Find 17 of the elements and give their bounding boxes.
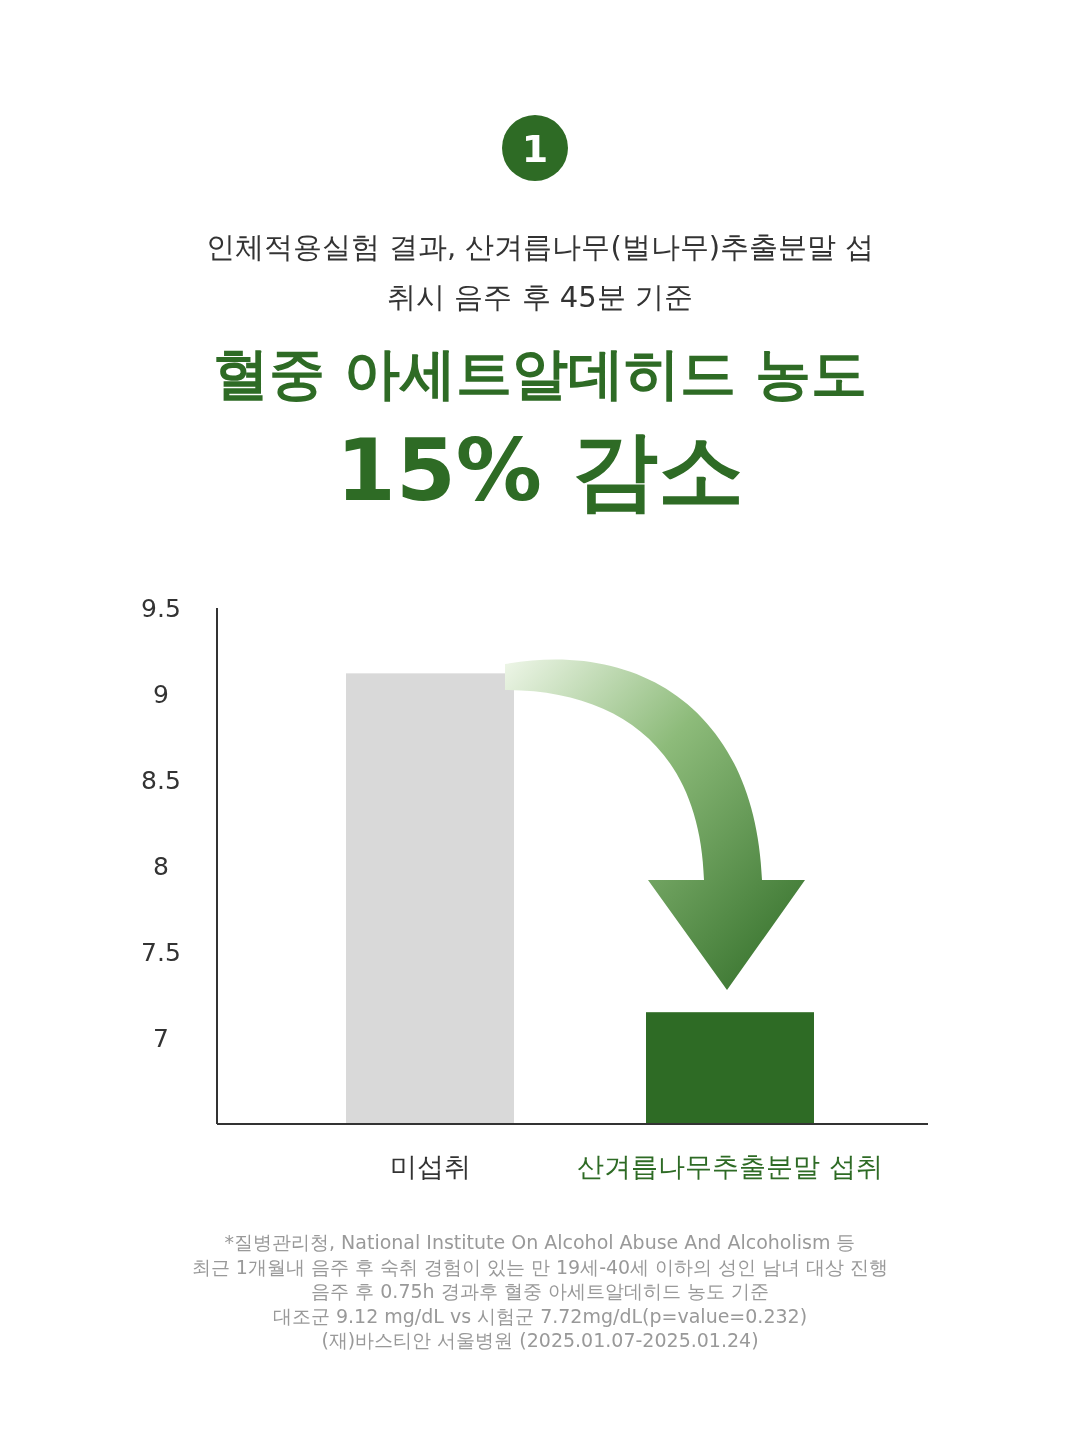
- text: 1: [521, 127, 549, 171]
- y-tick-label: 9.5: [141, 594, 181, 623]
- x-tick-label: 산겨릅나무추출분말 섭취: [577, 1151, 883, 1182]
- text: *질병관리청, National Institute On Alcohol Abuse And Alcoholism 등: [224, 1231, 856, 1253]
- y-tick-label: 9: [153, 680, 169, 709]
- text: 음주 후 0.75h 경과후 혈중 아세트알데히드 농도 기준: [311, 1280, 769, 1302]
- text: (재)바스티안 서울병원 (2025.01.07-2025.01.24): [321, 1329, 759, 1351]
- x-tick-label: 미섭취: [389, 1151, 471, 1182]
- y-tick-label: 8: [153, 852, 169, 881]
- chart-subtitle: 인체적용실험 결과, 산겨릅나무(벌나무)추출분말 섭취시 음주 후 45분 기준: [204, 229, 876, 316]
- text: 최근 1개월내 음주 후 숙취 경험이 있는 만 19세-40세 이하의 성인 남녀 대상 진행: [191, 1255, 889, 1278]
- text: 15% 감소: [336, 420, 744, 520]
- y-tick-label: 7.5: [141, 938, 181, 967]
- y-tick-label: 7: [153, 1024, 169, 1053]
- chart-title: 혈중 아세트알데히드 농도: [212, 341, 868, 406]
- y-tick-label: 8.5: [141, 766, 181, 795]
- text: 대조군 9.12 mg/dL vs 시험군 7.72mg/dL(p=value=0.232): [272, 1304, 808, 1327]
